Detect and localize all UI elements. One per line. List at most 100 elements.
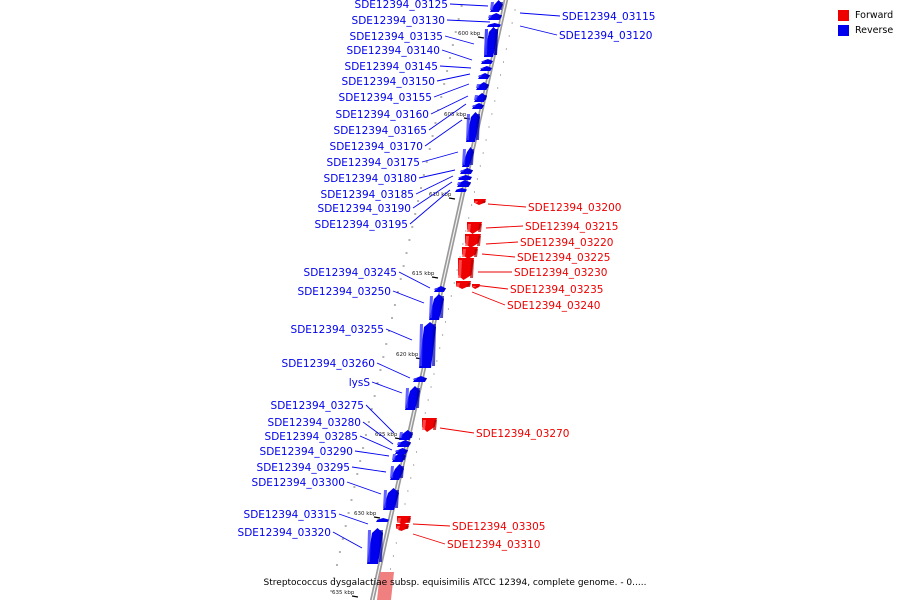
feature-shadow [467, 283, 471, 287]
tick-label: 620 kbp [396, 352, 419, 358]
legend-label-reverse: Reverse [855, 25, 894, 36]
gene-label-sde12394-03220[interactable]: SDE12394_03220 [520, 237, 613, 249]
gene-label-sde12394-03285[interactable]: SDE12394_03285 [265, 431, 358, 443]
gene-label-sde12394-03145[interactable]: SDE12394_03145 [345, 61, 438, 73]
feature-face [395, 448, 408, 454]
gene-label-sde12394-03225[interactable]: SDE12394_03225 [517, 252, 610, 264]
feature-highlight [367, 530, 371, 562]
feature-face [480, 66, 492, 71]
feature-face [413, 376, 427, 382]
gene-label-sde12394-03310[interactable]: SDE12394_03310 [447, 539, 540, 551]
gene-label-sde12394-03175[interactable]: SDE12394_03175 [327, 157, 420, 169]
gene-label-sde12394-03185[interactable]: SDE12394_03185 [321, 189, 414, 201]
gene-label-sde12394-03235[interactable]: SDE12394_03235 [510, 284, 603, 296]
gene-label-sde12394-03290[interactable]: SDE12394_03290 [260, 446, 353, 458]
gene-label-sde12394-03195[interactable]: SDE12394_03195 [315, 219, 408, 231]
leader-line [332, 531, 363, 549]
reverse-gene-feature [460, 168, 473, 174]
feature-highlight [460, 170, 464, 172]
gene-label-sde12394-03130[interactable]: SDE12394_03130 [352, 15, 445, 27]
gene-label-sde12394-03240[interactable]: SDE12394_03240 [507, 300, 600, 312]
feature-face [455, 188, 467, 192]
legend: Forward Reverse [838, 8, 893, 38]
feature-highlight [476, 84, 480, 88]
gene-label-sde12394-03245[interactable]: SDE12394_03245 [304, 267, 397, 279]
forward-gene-feature [456, 281, 471, 289]
reverse-gene-feature [397, 440, 411, 447]
reverse-gene-feature [484, 27, 498, 57]
leader-line [439, 65, 472, 69]
gene-label-sde12394-03305[interactable]: SDE12394_03305 [452, 521, 545, 533]
reverse-gene-feature [413, 376, 427, 382]
gene-label-sde12394-03250[interactable]: SDE12394_03250 [298, 286, 391, 298]
feature-highlight [480, 68, 484, 69]
leader-line [359, 435, 393, 451]
gene-label-sde12394-03135[interactable]: SDE12394_03135 [350, 31, 443, 43]
gene-label-sde12394-03320[interactable]: SDE12394_03320 [238, 527, 331, 539]
gene-label-sde12394-03270[interactable]: SDE12394_03270 [476, 428, 569, 440]
leader-line [412, 533, 446, 545]
gene-label-sde12394-03260[interactable]: SDE12394_03260 [282, 358, 375, 370]
gene-label-sde12394-03180[interactable]: SDE12394_03180 [324, 173, 417, 185]
leader-line [392, 290, 425, 304]
feature-face [462, 247, 478, 259]
feature-highlight [456, 283, 460, 287]
tick-label: 635 kbp [332, 590, 355, 596]
reverse-gene-feature [487, 23, 501, 27]
feature-highlight [429, 296, 433, 318]
feature-shadow [467, 182, 471, 185]
gene-label-sde12394-03280[interactable]: SDE12394_03280 [268, 417, 361, 429]
tick-label: 605 kbp [444, 112, 467, 118]
gene-label-sde12394-03200[interactable]: SDE12394_03200 [528, 202, 621, 214]
feature-shadow [404, 450, 408, 452]
gene-label-sde12394-03125[interactable]: SDE12394_03125 [355, 0, 448, 11]
leader-line [412, 181, 453, 209]
feature-face [465, 234, 481, 248]
gene-label-lyss[interactable]: lysS [349, 377, 371, 389]
feature-face [383, 488, 399, 510]
feature-shadow [488, 68, 492, 69]
gene-label-sde12394-03140[interactable]: SDE12394_03140 [347, 45, 440, 57]
gene-label-sde12394-03230[interactable]: SDE12394_03230 [514, 267, 607, 279]
reverse-gene-feature [383, 488, 399, 510]
feature-shadow [402, 454, 406, 460]
leader-line [346, 481, 382, 495]
feature-highlight [397, 442, 401, 445]
forward-gene-feature [462, 247, 478, 259]
feature-highlight [472, 105, 476, 107]
gene-label-sde12394-03215[interactable]: SDE12394_03215 [525, 221, 618, 233]
gene-label-sde12394-03165[interactable]: SDE12394_03165 [334, 125, 427, 137]
gene-label-sde12394-03295[interactable]: SDE12394_03295 [257, 462, 350, 474]
gene-label-sde12394-03120[interactable]: SDE12394_03120 [559, 30, 652, 42]
feature-shadow [470, 149, 474, 165]
gene-label-sde12394-03190[interactable]: SDE12394_03190 [318, 203, 411, 215]
feature-face [458, 175, 472, 180]
leader-line [519, 12, 561, 17]
gene-label-sde12394-03150[interactable]: SDE12394_03150 [342, 76, 435, 88]
reverse-swatch [838, 25, 849, 36]
gene-label-sde12394-03160[interactable]: SDE12394_03160 [336, 109, 429, 121]
legend-item-forward[interactable]: Forward [838, 8, 893, 23]
feature-face [396, 524, 409, 531]
leader-line [441, 49, 473, 61]
leader-line [449, 3, 489, 7]
legend-label-forward: Forward [855, 10, 894, 21]
legend-item-reverse[interactable]: Reverse [838, 23, 893, 38]
feature-face [460, 168, 473, 174]
gene-label-sde12394-03275[interactable]: SDE12394_03275 [271, 400, 364, 412]
gene-label-sde12394-03255[interactable]: SDE12394_03255 [291, 324, 384, 336]
leader-line [418, 169, 456, 179]
gene-label-sde12394-03115[interactable]: SDE12394_03115 [562, 11, 655, 23]
gene-label-sde12394-03315[interactable]: SDE12394_03315 [244, 509, 337, 521]
gene-label-sde12394-03155[interactable]: SDE12394_03155 [339, 92, 432, 104]
gene-labels: SDE12394_03115 SDE12394_03120 SDE12394_031… [238, 0, 656, 551]
tick-label: 630 kbp [354, 511, 377, 517]
reverse-gene-feature [472, 103, 484, 109]
leader-line [412, 523, 451, 527]
feature-highlight [466, 114, 470, 140]
feature-shadow [407, 518, 411, 523]
feature-shadow [423, 378, 427, 380]
gene-label-sde12394-03300[interactable]: SDE12394_03300 [252, 477, 345, 489]
gene-label-sde12394-03170[interactable]: SDE12394_03170 [330, 141, 423, 153]
reverse-gene-feature [390, 464, 404, 480]
